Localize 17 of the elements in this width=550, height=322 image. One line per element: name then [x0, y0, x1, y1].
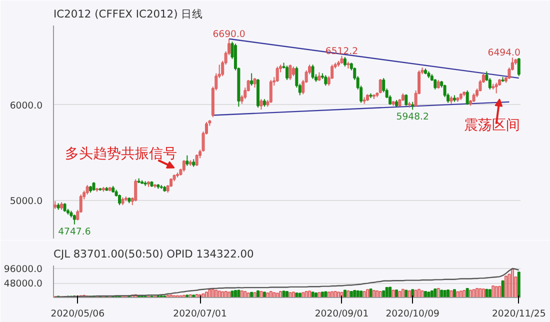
y-tick-label: 96000.0: [4, 264, 43, 276]
annotation: 6494.0: [488, 48, 521, 59]
y-tick-label: 6000.0: [10, 100, 43, 112]
annotation: 6690.0: [212, 28, 246, 40]
annotation: 多头趋势共振信号: [64, 146, 177, 162]
chart-title: IC2012 (CFFEX IC2012) 日线: [54, 8, 204, 20]
annotation: 5948.2: [396, 112, 429, 123]
annotation: 6512.2: [325, 46, 358, 57]
x-tick-label: 2020/07/01: [173, 308, 227, 320]
x-tick-label: 2020/10/09: [386, 308, 440, 320]
chart-title: CJL 83701.00(50:50) OPID 134322.00: [54, 248, 254, 260]
annotation: 4747.6: [58, 226, 91, 238]
x-tick-label: 2020/05/06: [50, 308, 105, 320]
y-tick-label: 48000.0: [4, 278, 43, 290]
x-tick-label: 2020/09/01: [314, 308, 369, 320]
x-tick-label: 2020/11/25: [492, 308, 546, 320]
y-tick-label: 5000.0: [10, 196, 43, 207]
